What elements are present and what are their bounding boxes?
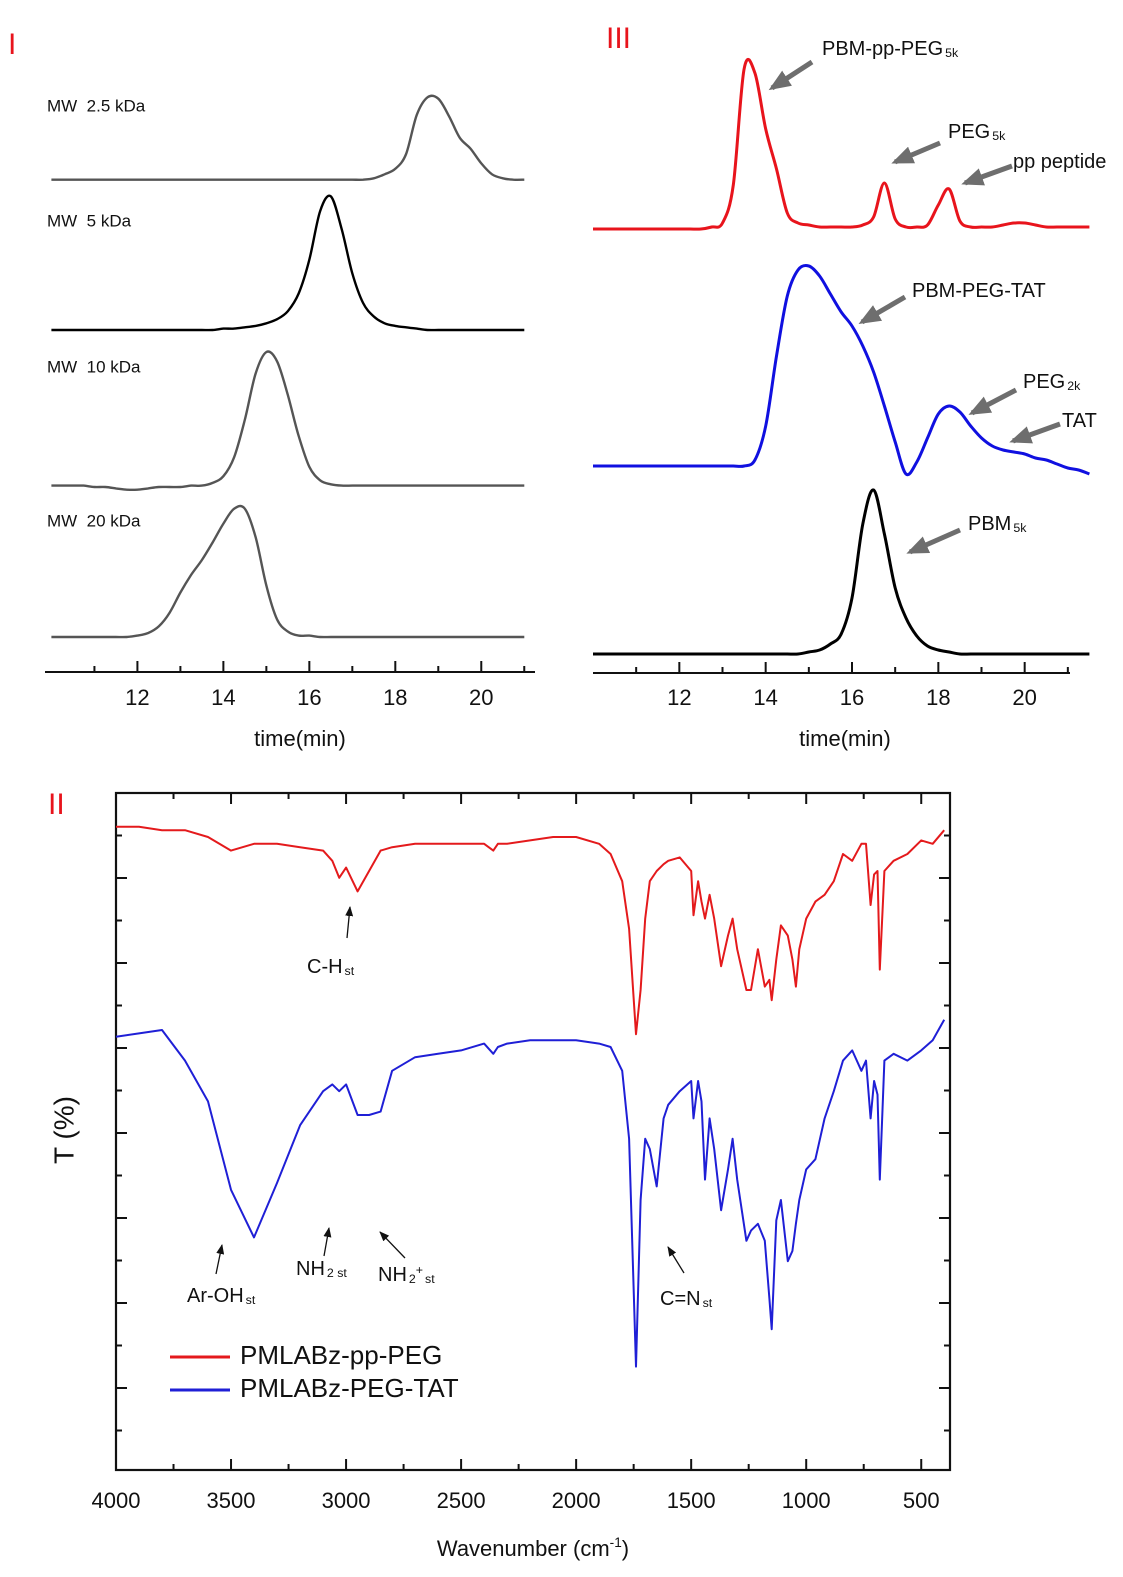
annotation-arrow: [968, 387, 1018, 416]
trace-label: MW 20 kDa: [47, 511, 141, 530]
text-part: st: [345, 964, 355, 978]
x-tick-label: 2500: [437, 1488, 486, 1513]
text-part: 5k: [992, 129, 1006, 143]
panel-label: I: [8, 28, 16, 61]
spectrum-line: [592, 57, 1090, 231]
x-tick-label: 4000: [92, 1488, 141, 1513]
text-part: C=N: [660, 1288, 701, 1310]
text-part: TAT: [1062, 410, 1097, 432]
x-tick-label: 16: [297, 685, 321, 710]
x-tick-label: 14: [211, 685, 235, 710]
text-part: 5k: [1013, 521, 1027, 535]
spectrum-line: [51, 350, 525, 492]
text-part: st: [425, 1272, 435, 1286]
x-tick-label: 16: [840, 685, 864, 710]
x-tick-label: 500: [903, 1488, 940, 1513]
x-tick-label: 18: [926, 685, 950, 710]
annotation-arrow: [379, 1231, 406, 1259]
annotation: TAT: [1062, 410, 1097, 432]
text-part: st: [246, 1293, 256, 1307]
text-part: C-H: [307, 956, 343, 978]
annotation: NH 2+st: [378, 1263, 435, 1287]
annotation: PEG 5k: [948, 121, 1006, 143]
text-part: 2k: [1067, 379, 1081, 393]
text-part: PEG: [948, 121, 990, 143]
text-part: 2: [409, 1272, 416, 1286]
annotation: C=N st: [660, 1288, 713, 1310]
x-tick-label: 2000: [552, 1488, 601, 1513]
text-part: PBM: [968, 513, 1011, 535]
annotation-arrow: [345, 906, 354, 939]
x-axis-title: time(min): [799, 726, 891, 751]
spectrum-line: [51, 94, 525, 181]
trace-label: MW 5 kDa: [47, 211, 132, 230]
annotation: PBM-PEG-TAT: [912, 280, 1046, 302]
annotation: PBM-pp-PEG 5k: [822, 38, 959, 60]
panel-label: II: [48, 788, 65, 821]
spectrum-line: [51, 194, 525, 332]
text-part: ): [622, 1536, 629, 1561]
spectrum-line: [116, 825, 945, 1036]
x-axis-title: time(min): [254, 726, 346, 751]
x-tick-label: 3000: [322, 1488, 371, 1513]
x-tick-label: 1500: [667, 1488, 716, 1513]
x-tick-label: 20: [469, 685, 493, 710]
annotation-arrow: [961, 163, 1013, 186]
plot-frame: [114, 791, 952, 1472]
legend-label: PMLABz-PEG-TAT: [240, 1373, 459, 1403]
text-part: pp peptide: [1013, 151, 1106, 173]
annotation-arrow: [891, 140, 941, 165]
spectrum-line: [115, 1019, 946, 1368]
annotation-arrow: [906, 527, 962, 555]
annotation-arrow: [323, 1227, 332, 1257]
annotation: PEG 2k: [1023, 371, 1081, 393]
text-part: NH: [296, 1258, 325, 1280]
x-tick-label: 18: [383, 685, 407, 710]
panel-label: III: [606, 22, 631, 55]
annotation-arrow: [768, 59, 814, 91]
annotation: Ar-OH st: [187, 1285, 256, 1307]
trace-label: MW 10 kDa: [47, 357, 141, 376]
text-part: PBM-PEG-TAT: [912, 280, 1046, 302]
x-tick-label: 14: [753, 685, 777, 710]
annotation: PBM 5k: [968, 513, 1027, 535]
annotation: pp peptide: [1013, 151, 1106, 173]
annotation: C-H st: [307, 956, 355, 978]
text-part: +: [416, 1263, 423, 1277]
text-part: 5k: [945, 46, 959, 60]
spectrum-line: [593, 264, 1090, 477]
spectrum-line: [51, 504, 525, 639]
legend-label: PMLABz-pp-PEG: [240, 1340, 442, 1370]
text-part: Wavenumber (cm: [437, 1536, 610, 1561]
annotation: NH 2 st: [296, 1258, 347, 1280]
x-tick-label: 1000: [782, 1488, 831, 1513]
x-axis-title: Wavenumber (cm-1): [437, 1535, 629, 1561]
x-tick-label: 3500: [207, 1488, 256, 1513]
annotation-arrow: [1009, 421, 1061, 444]
text-part: NH: [378, 1264, 407, 1286]
x-tick-label: 12: [125, 685, 149, 710]
annotation-arrow: [215, 1244, 225, 1275]
trace-label: MW 2.5 kDa: [47, 96, 146, 115]
x-tick-label: 20: [1012, 685, 1036, 710]
spectrum-line: [593, 488, 1090, 656]
y-axis-title: T (%): [48, 1096, 79, 1164]
text-part: PEG: [1023, 371, 1065, 393]
text-part: 2 st: [327, 1266, 348, 1280]
text-part: -1: [610, 1535, 622, 1550]
annotation-arrow: [667, 1246, 685, 1274]
text-part: PBM-pp-PEG: [822, 38, 943, 60]
annotation-arrow: [858, 294, 907, 325]
x-tick-label: 12: [667, 685, 691, 710]
text-part: st: [703, 1296, 713, 1310]
text-part: Ar-OH: [187, 1285, 244, 1307]
